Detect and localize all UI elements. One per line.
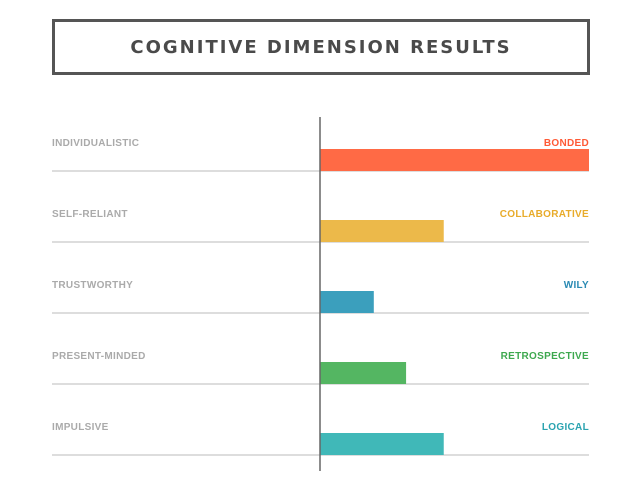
score-bar xyxy=(320,433,444,455)
left-dimension-label: PRESENT-MINDED xyxy=(52,351,146,362)
right-dimension-label: RETROSPECTIVE xyxy=(501,351,589,362)
right-dimension-label: WILY xyxy=(564,280,589,291)
score-bar xyxy=(320,149,589,171)
score-bar xyxy=(320,362,407,384)
left-dimension-label: IMPULSIVE xyxy=(52,422,109,433)
left-dimension-label: INDIVIDUALISTIC xyxy=(52,138,139,149)
chart-title: COGNITIVE DIMENSION RESULTS xyxy=(130,36,512,58)
title-box: COGNITIVE DIMENSION RESULTS xyxy=(52,19,590,75)
score-bar xyxy=(320,220,444,242)
left-dimension-label: SELF-RELIANT xyxy=(52,209,128,220)
left-dimension-label: TRUSTWORTHY xyxy=(52,280,133,291)
score-bar xyxy=(320,291,374,313)
right-dimension-label: LOGICAL xyxy=(542,422,589,433)
right-dimension-label: COLLABORATIVE xyxy=(500,209,589,220)
right-dimension-label: BONDED xyxy=(544,138,589,149)
